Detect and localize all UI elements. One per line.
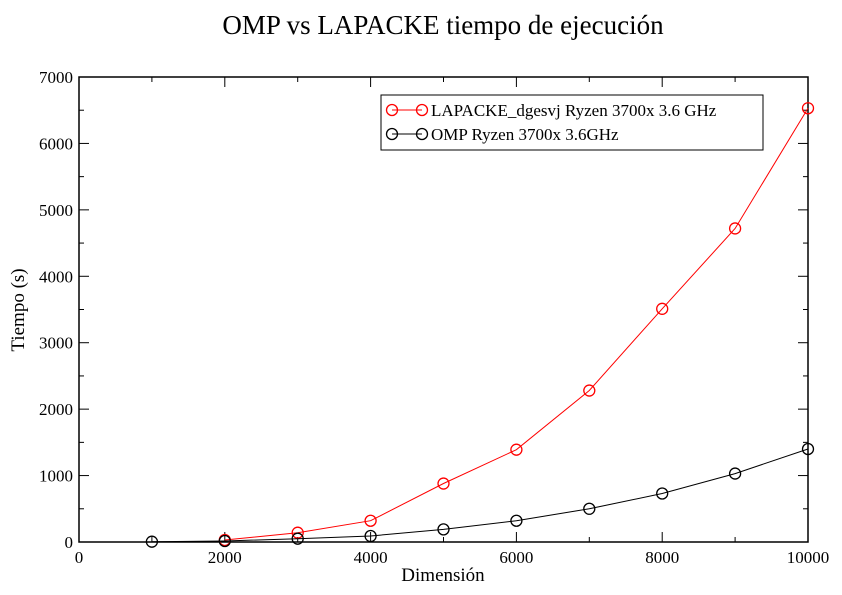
x-tick-label: 0: [75, 548, 84, 567]
data-point: [510, 514, 523, 527]
series-line: [151, 448, 809, 543]
x-tick-label: 4000: [354, 548, 388, 567]
data-point: [145, 535, 159, 548]
series-2: [145, 442, 815, 548]
data-point: [583, 502, 596, 515]
legend-marker: [415, 127, 429, 141]
chart-title: OMP vs LAPACKE tiempo de ejecución: [222, 10, 664, 40]
y-tick-label: 4000: [39, 267, 73, 286]
data-point: [437, 477, 450, 490]
legend-box: [380, 94, 764, 151]
series-1: [218, 102, 815, 547]
data-point: [801, 442, 815, 456]
y-tick-label: 6000: [39, 134, 73, 153]
legend-marker: [415, 103, 429, 117]
legend-label: LAPACKE_dgesvj Ryzen 3700x 3.6 GHz: [431, 101, 717, 120]
data-point: [728, 222, 742, 235]
series-line: [224, 107, 809, 541]
data-point: [218, 534, 231, 548]
y-tick-label: 1000: [39, 467, 73, 486]
x-tick-label: 8000: [645, 548, 679, 567]
series-layer: [145, 102, 815, 548]
data-point: [291, 532, 304, 545]
data-point: [364, 529, 377, 543]
legend: LAPACKE_dgesvj Ryzen 3700x 3.6 GHz OMP Ry…: [380, 94, 764, 151]
y-tick-label: 5000: [39, 201, 73, 220]
x-tick-label: 2000: [208, 548, 242, 567]
y-tick-label: 0: [65, 533, 74, 552]
data-point: [510, 443, 523, 456]
data-point: [364, 514, 377, 527]
x-tick-label: 10000: [787, 548, 830, 567]
legend-marker: [385, 103, 399, 117]
legend-marker: [385, 127, 399, 141]
x-axis-label: Dimensión: [401, 565, 485, 586]
data-point: [656, 487, 669, 500]
legend-item: LAPACKE_dgesvj Ryzen 3700x 3.6 GHz: [385, 101, 717, 120]
legend-item: OMP Ryzen 3700x 3.6GHz: [385, 125, 619, 144]
x-tick-label: 6000: [499, 548, 533, 567]
y-tick-label: 3000: [39, 334, 73, 353]
data-point: [728, 467, 742, 480]
data-point: [583, 384, 596, 397]
data-point: [437, 523, 450, 536]
y-axis-label: Tiempo (s): [8, 268, 29, 351]
data-point: [656, 302, 669, 315]
y-tick-label: 2000: [39, 400, 73, 419]
legend-label: OMP Ryzen 3700x 3.6GHz: [431, 125, 619, 144]
y-tick-label: 7000: [39, 68, 73, 87]
data-point: [801, 102, 815, 115]
y-axis: 0 1000 2000 3000 4000 5000 6000 7000: [39, 68, 808, 552]
x-axis: 0 2000 4000 6000 8000 10000: [75, 77, 830, 567]
